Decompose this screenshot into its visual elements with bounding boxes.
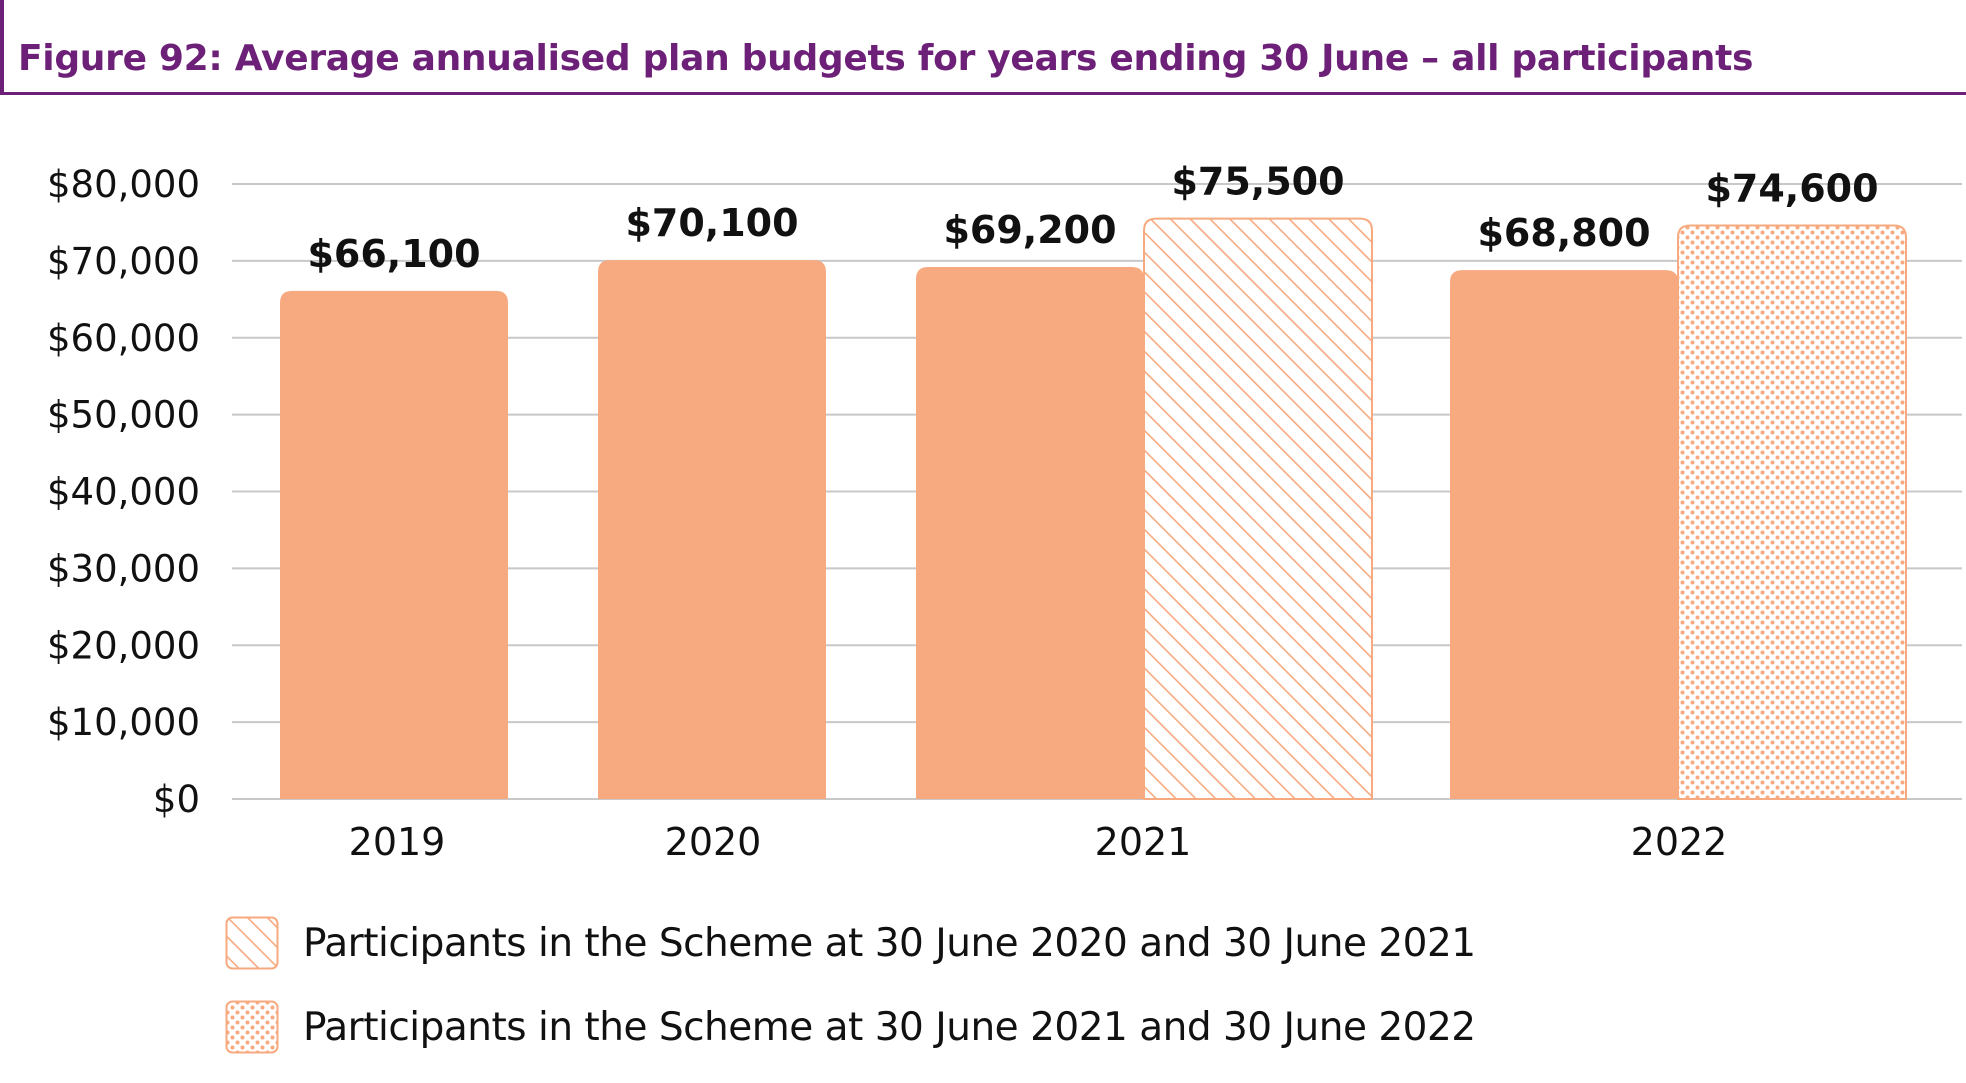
y-axis-tick-labels: $0 $10,000 $20,000 $30,000 $40,000 $50,000 $60… [47,163,200,821]
data-label-solid-2021: $69,200 [943,208,1116,252]
bar-solid-2022 [1450,270,1678,800]
y-tick-label: $20,000 [47,624,200,667]
y-tick-label: $40,000 [47,471,200,514]
data-labels: $66,100 $70,100 $69,200 $68,800 $75,500 $74,6… [307,160,1878,276]
y-tick-label: $70,000 [47,240,200,283]
bar-chart: $0 $10,000 $20,000 $30,000 $40,000 $50,000 $60… [47,160,1962,864]
x-category-label-2020: 2020 [665,820,762,864]
data-label-solid-2019: $66,100 [307,232,480,276]
y-tick-label: $50,000 [47,394,200,437]
legend-item-dots: Participants in the Scheme at 30 June 20… [225,999,1476,1055]
y-tick-label: $0 [153,778,200,821]
figure-title-bar: Figure 92: Average annualised plan budge… [0,0,1966,95]
x-category-label-2021: 2021 [1095,820,1192,864]
bar-solid-2021 [916,267,1144,799]
legend-item-hatch: Participants in the Scheme at 30 June 20… [225,915,1476,971]
x-category-label-2019: 2019 [349,820,446,864]
y-tick-label: $10,000 [47,701,200,744]
legend: Participants in the Scheme at 30 June 20… [225,915,1476,1083]
y-tick-label: $80,000 [47,163,200,206]
legend-label-hatch: Participants in the Scheme at 30 June 20… [303,920,1476,966]
data-label-solid-2022: $68,800 [1477,211,1650,255]
bar-solid-2020 [598,260,826,799]
data-label-solid-2020: $70,100 [625,201,798,245]
legend-label-dots: Participants in the Scheme at 30 June 20… [303,1004,1476,1050]
bar-solid-2019 [280,290,508,799]
x-axis-category-labels: 2019 2020 2021 2022 [349,820,1728,864]
data-label-hatch-2021: $75,500 [1171,160,1344,204]
bar-dots-2022 [1677,224,1907,800]
data-label-dots-2022: $74,600 [1705,167,1878,211]
bar-hatch-2021 [1143,217,1373,800]
y-tick-label: $30,000 [47,547,200,590]
figure-title: Figure 92: Average annualised plan budge… [18,38,1754,79]
x-category-label-2022: 2022 [1631,820,1728,864]
bars [280,217,1907,800]
legend-swatch-dots [225,1000,279,1054]
legend-swatch-hatch [225,916,279,970]
y-tick-label: $60,000 [47,317,200,360]
